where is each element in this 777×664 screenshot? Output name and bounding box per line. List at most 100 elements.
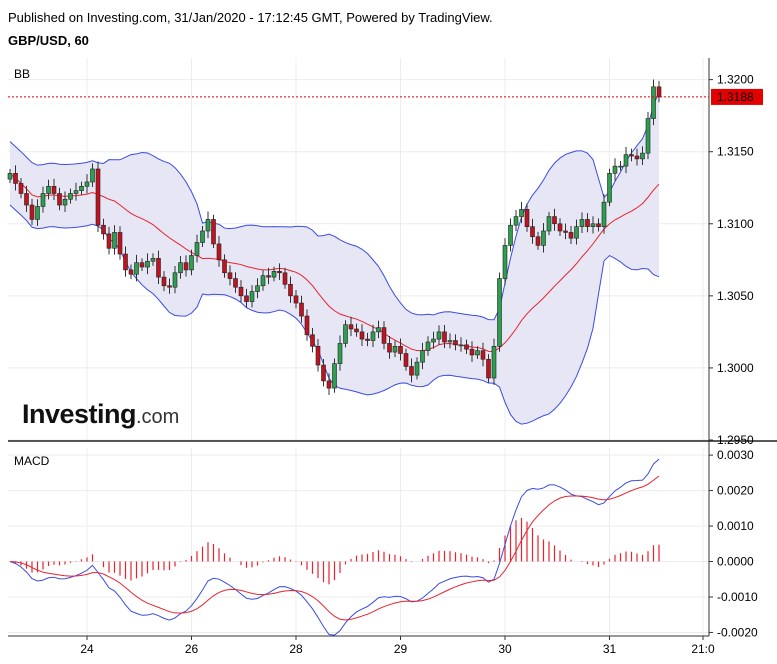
candle [370,324,376,347]
candle-body [530,226,535,238]
candle-body [51,185,57,194]
candle-body [128,269,134,275]
candle-body [35,206,40,220]
candle [447,333,453,349]
candle-body [585,219,590,227]
candle-body [370,331,376,341]
macd-tick-label: 0.0030 [717,448,754,462]
candle [513,209,519,232]
macd-line [9,458,660,636]
candle [486,354,491,383]
candle [194,234,200,263]
bollinger-bands [9,91,660,425]
candle [392,340,398,358]
candle [414,357,420,380]
candle-body [29,204,35,220]
candle-body [57,193,62,206]
candle-body [211,219,216,245]
candle [376,320,381,339]
candle-body [354,328,359,333]
macd-signal-line [9,475,660,621]
candle [13,165,18,191]
candle [502,238,508,286]
candle [337,335,343,371]
candle [431,331,436,349]
candle-body [84,181,90,187]
candle-body [392,346,398,353]
candle-body [497,278,502,347]
candle-body [645,118,651,154]
candle-body [332,363,337,389]
candle [40,186,46,213]
macd-tick-label: 0.0000 [717,555,754,569]
candle-body [656,86,662,98]
candle [205,211,211,239]
candle [51,178,57,201]
candle [541,223,546,253]
candle [469,341,475,363]
candle-body [321,364,326,382]
candle-body [524,209,530,227]
candle [612,158,618,181]
macd-tick-label: -0.0020 [717,625,758,639]
candle-body [194,242,200,256]
candle-body [167,285,172,288]
candle-body [266,275,271,278]
price-tick-label: 1.3100 [717,217,754,231]
candle-body [612,165,618,174]
candle [84,174,90,194]
candle-body [546,216,552,232]
candle-body [260,275,266,287]
candle [491,338,497,385]
candle-body [277,271,282,274]
candle-body [403,353,409,367]
candle [46,179,51,200]
candle-body [453,340,458,346]
candle [596,218,601,232]
candle [381,321,387,350]
candle-body [315,346,321,366]
candle [332,358,337,393]
time-tick-label: 30 [498,642,512,656]
candle [112,225,117,255]
candle [568,226,574,244]
candle [442,325,447,349]
candle-body [326,380,332,389]
candle [178,256,183,279]
macd-series [9,458,660,636]
candle-body [502,245,508,279]
candle [618,161,623,171]
time-tick-label: 21:0 [691,642,715,656]
candle-body [623,154,629,167]
symbol-title: GBP/USD, 60 [8,33,89,48]
macd-tick-label: 0.0010 [717,519,754,533]
candle-body [117,232,123,255]
candle-body [227,272,233,279]
candle-body [343,324,348,344]
candle-body [464,344,469,350]
candle [546,211,552,236]
price-tick-label: 1.3200 [717,73,754,87]
candle [106,226,112,255]
candle-body [95,168,101,226]
price-tick-label: 1.3050 [717,289,754,303]
candle-body [387,343,392,353]
candle-body [601,201,607,227]
candle [167,278,172,294]
published-caption: Published on Investing.com, 31/Jan/2020 … [8,10,493,25]
candle [189,249,194,276]
candle-body [200,230,205,243]
candle [475,346,480,359]
candle [458,337,464,352]
candle [266,267,271,285]
bollinger-upper-line [9,91,660,321]
candle-body [376,327,381,333]
candle-body [480,350,486,360]
candle [73,182,79,201]
candle [95,161,101,232]
macd-tick-label: 0.0020 [717,484,754,498]
candle [172,266,178,294]
candle [563,223,568,240]
candle-body [183,262,189,271]
